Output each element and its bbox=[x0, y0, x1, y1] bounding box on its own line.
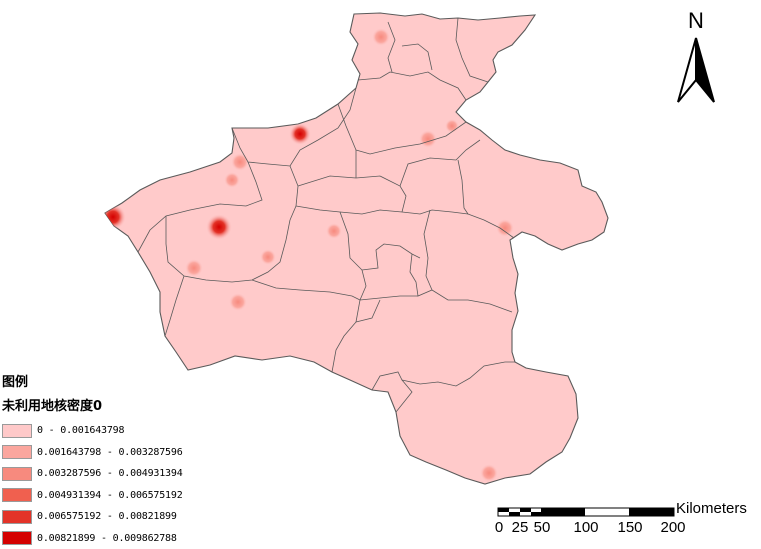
legend-label: 0.006575192 - 0.00821899 bbox=[37, 511, 177, 522]
hotspot bbox=[326, 223, 342, 239]
legend-heading: 图例 bbox=[2, 374, 202, 392]
legend-label: 0.003287596 - 0.004931394 bbox=[37, 468, 183, 479]
legend-item: 0.006575192 - 0.00821899 bbox=[2, 506, 202, 528]
hotspot bbox=[206, 214, 232, 240]
scale-bar: Kilometers 0 25 50 100 150 200 bbox=[496, 500, 761, 545]
legend-item: 0.003287596 - 0.004931394 bbox=[2, 463, 202, 485]
legend-item: 0 - 0.001643798 bbox=[2, 420, 202, 442]
legend-item: 0.00821899 - 0.009862788 bbox=[2, 528, 202, 549]
scale-tick: 25 bbox=[512, 519, 529, 536]
legend-item: 0.004931394 - 0.006575192 bbox=[2, 485, 202, 507]
north-letter: N bbox=[674, 8, 718, 34]
scale-tick: 100 bbox=[573, 519, 598, 536]
legend-swatch bbox=[2, 445, 32, 459]
hotspot bbox=[445, 119, 459, 133]
legend-subheading: 未利用地核密度0 bbox=[2, 398, 202, 416]
legend-label: 0 - 0.001643798 bbox=[37, 425, 124, 436]
legend-swatch bbox=[2, 510, 32, 524]
legend-label: 0.004931394 - 0.006575192 bbox=[37, 490, 183, 501]
legend: 图例 未利用地核密度0 0 - 0.001643798 0.001643798 … bbox=[2, 374, 202, 549]
hotspot bbox=[224, 172, 240, 188]
scale-tick: 200 bbox=[660, 519, 685, 536]
hotspot bbox=[289, 123, 311, 145]
north-arrow: N bbox=[674, 8, 718, 104]
legend-item: 0.001643798 - 0.003287596 bbox=[2, 442, 202, 464]
legend-label: 0.001643798 - 0.003287596 bbox=[37, 447, 183, 458]
north-arrow-icon bbox=[674, 36, 718, 106]
legend-label: 0.00821899 - 0.009862788 bbox=[37, 533, 177, 544]
hotspot bbox=[185, 259, 203, 277]
scale-tick: 50 bbox=[534, 519, 551, 536]
legend-swatch bbox=[2, 424, 32, 438]
hotspot bbox=[231, 153, 249, 171]
hotspot bbox=[496, 219, 514, 237]
legend-swatch bbox=[2, 488, 32, 502]
hotspot bbox=[419, 130, 437, 148]
legend-swatch bbox=[2, 467, 32, 481]
scale-unit: Kilometers bbox=[676, 500, 747, 517]
scale-tick: 0 bbox=[495, 519, 503, 536]
hotspot bbox=[372, 28, 390, 46]
hotspot bbox=[229, 293, 247, 311]
scale-tick: 150 bbox=[617, 519, 642, 536]
legend-swatch bbox=[2, 531, 32, 545]
hotspot bbox=[260, 249, 276, 265]
hotspot bbox=[480, 464, 498, 482]
